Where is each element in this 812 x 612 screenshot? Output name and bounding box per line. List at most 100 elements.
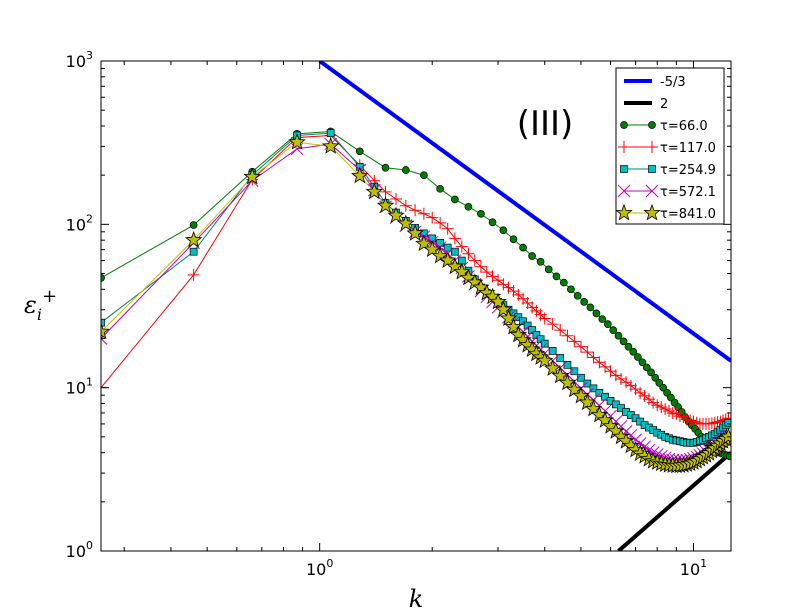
y-tick-label-base: 10 (66, 52, 86, 71)
panel-annotation: (III) (517, 104, 574, 144)
legend-label: τ=254.9 (660, 163, 716, 178)
data-point-tau-66 (528, 252, 536, 260)
data-point-tau-117 (561, 329, 574, 342)
data-point-tau-66 (536, 257, 545, 266)
data-point-tau-117 (587, 351, 600, 364)
data-point-tau-66 (488, 218, 497, 227)
data-point-tau-117 (434, 216, 447, 229)
data-point-tau-117 (426, 211, 439, 224)
data-point-tau-841 (243, 167, 261, 185)
x-tick-label-exp: 0 (326, 557, 333, 570)
data-point-tau-66 (586, 303, 595, 312)
data-point-tau-117 (497, 278, 510, 291)
data-point-tau-66 (634, 353, 642, 361)
data-point-tau-841 (423, 240, 441, 258)
data-point-tau-117 (574, 340, 587, 353)
data-point-tau-117 (554, 324, 567, 337)
legend: -5/3 2 τ=66.0 τ=117.0 τ=254.9 τ=572.1 τ=841.0 (615, 67, 725, 225)
data-point-tau-66 (642, 363, 651, 372)
data-point-tau-254 (583, 379, 592, 388)
data-point-tau-117 (673, 410, 686, 423)
data-point-tau-254 (101, 318, 105, 327)
data-point-tau-117 (474, 260, 487, 273)
data-point-tau-66 (477, 209, 485, 218)
data-point-tau-841 (504, 317, 523, 335)
legend-entry-2: 2 (624, 97, 668, 112)
data-point-tau-66 (101, 274, 105, 282)
data-point-tau-117 (711, 416, 724, 429)
data-point-tau-254 (451, 247, 459, 256)
data-point-tau-117 (462, 247, 475, 260)
data-point-tau-66 (614, 331, 623, 340)
data-point-tau-66 (464, 202, 473, 211)
data-point-tau-841 (494, 300, 513, 318)
data-point-tau-66 (560, 278, 568, 287)
y-axis-label-base: ε (24, 291, 37, 319)
data-point-tau-841 (558, 373, 577, 391)
data-point-tau-66 (509, 235, 518, 244)
data-point-tau-841 (184, 231, 203, 248)
data-point-tau-117 (538, 312, 551, 325)
y-tick-label-exp: 2 (86, 212, 93, 225)
data-point-tau-66 (567, 285, 575, 294)
y-tick-label: 101 (66, 376, 93, 398)
data-point-tau-254 (519, 317, 527, 326)
legend-label: -5/3 (660, 75, 686, 90)
series-layer (101, 61, 731, 551)
x-axis-label: k (409, 585, 424, 612)
legend-marker (620, 165, 628, 173)
legend-label: τ=572.1 (660, 185, 716, 200)
data-point-tau-117 (593, 356, 606, 369)
legend-entry--5/3: -5/3 (624, 75, 686, 90)
data-point-tau-841 (415, 234, 433, 252)
data-point-tau-254 (532, 331, 541, 339)
legend-entry-tau-841: τ=841.0 (615, 203, 716, 222)
data-point-tau-66 (619, 337, 628, 346)
data-point-tau-841 (499, 309, 518, 326)
data-point-tau-66 (420, 171, 428, 180)
data-point-tau-254 (443, 243, 452, 252)
data-point-tau-66 (580, 298, 589, 306)
data-point-tau-66 (573, 291, 582, 300)
y-tick-label-exp: 0 (86, 539, 93, 552)
data-point-tau-66 (189, 221, 198, 229)
data-point-tau-66 (381, 163, 390, 172)
data-point-tau-117 (409, 204, 422, 217)
data-point-tau-117 (677, 411, 690, 424)
y-tick-label-base: 10 (66, 215, 86, 234)
y-axis-label-sup: + (42, 286, 57, 307)
data-point-tau-117 (615, 372, 628, 385)
data-point-tau-117 (455, 240, 468, 253)
x-tick-label: 101 (680, 557, 707, 579)
data-point-tau-254 (589, 384, 598, 393)
legend-label: 2 (660, 97, 668, 112)
data-point-tau-841 (578, 393, 596, 411)
data-point-tau-66 (519, 243, 527, 252)
data-point-tau-117 (680, 413, 693, 426)
data-point-tau-841 (489, 292, 507, 310)
data-point-tau-841 (551, 366, 569, 384)
data-point-tau-841 (572, 386, 590, 404)
y-tick-label-exp: 3 (86, 49, 93, 62)
data-point-tau-254 (617, 404, 625, 412)
data-point-tau-66 (598, 315, 607, 323)
data-point-tau-117 (441, 222, 454, 235)
data-point-tau-841 (288, 133, 306, 150)
data-point-tau-117 (705, 417, 718, 430)
data-point-tau-254 (556, 354, 565, 362)
data-point-tau-254 (436, 239, 444, 247)
data-point-tau-117 (581, 346, 594, 359)
data-point-tau-841 (406, 224, 424, 241)
data-point-tau-66 (609, 326, 618, 334)
data-point-tau-254 (570, 367, 579, 376)
data-point-tau-117 (690, 416, 703, 429)
data-point-tau-66 (401, 166, 410, 174)
y-axis-label-sub: i (37, 305, 42, 324)
legend-entry-tau-254: τ=254.9 (620, 163, 716, 178)
legend-marker (617, 184, 631, 198)
y-tick-label: 100 (66, 539, 93, 561)
data-point-tau-117 (620, 376, 633, 389)
data-point-tau-117 (399, 199, 412, 212)
data-point-tau-66 (499, 226, 508, 235)
data-point-tau-117 (468, 254, 481, 267)
